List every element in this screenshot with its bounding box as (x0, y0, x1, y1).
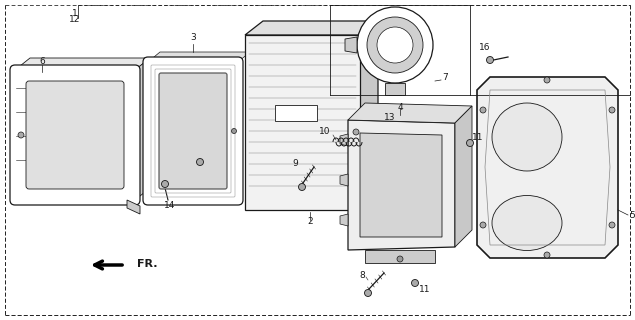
Circle shape (544, 252, 550, 258)
Circle shape (609, 222, 615, 228)
Text: 3: 3 (190, 34, 196, 43)
Polygon shape (245, 35, 360, 210)
Text: 5: 5 (629, 211, 635, 220)
FancyBboxPatch shape (143, 57, 243, 205)
Bar (275, 105, 317, 121)
Circle shape (196, 158, 203, 165)
Circle shape (298, 183, 305, 190)
Polygon shape (340, 174, 348, 186)
Circle shape (161, 180, 168, 188)
Circle shape (353, 129, 359, 135)
Text: 1: 1 (72, 9, 78, 18)
Polygon shape (365, 250, 435, 263)
Circle shape (367, 17, 423, 73)
Circle shape (232, 129, 236, 133)
Text: 6: 6 (39, 58, 45, 67)
Polygon shape (135, 58, 150, 200)
Text: 9: 9 (292, 158, 298, 167)
Text: 4: 4 (397, 102, 403, 111)
Circle shape (411, 279, 418, 286)
Polygon shape (360, 133, 442, 237)
FancyBboxPatch shape (159, 73, 227, 189)
Polygon shape (385, 83, 405, 95)
Circle shape (377, 27, 413, 63)
Text: 8: 8 (359, 270, 365, 279)
Ellipse shape (492, 103, 562, 171)
Text: 11: 11 (472, 132, 484, 141)
Text: 16: 16 (479, 43, 491, 52)
Text: 11: 11 (419, 285, 431, 294)
Text: 7: 7 (442, 74, 448, 83)
Circle shape (486, 57, 493, 63)
FancyBboxPatch shape (26, 81, 124, 189)
Circle shape (357, 7, 433, 83)
Text: 10: 10 (319, 127, 331, 137)
Polygon shape (345, 37, 357, 53)
FancyBboxPatch shape (10, 65, 140, 205)
Circle shape (544, 77, 550, 83)
Circle shape (364, 290, 371, 297)
Polygon shape (15, 58, 150, 70)
Circle shape (467, 140, 474, 147)
Text: 12: 12 (69, 14, 81, 23)
Text: 15: 15 (203, 173, 214, 182)
Polygon shape (455, 106, 472, 247)
Text: 14: 14 (164, 202, 176, 211)
Circle shape (480, 107, 486, 113)
Ellipse shape (492, 196, 562, 251)
Polygon shape (340, 134, 348, 146)
Text: FR.: FR. (137, 259, 157, 269)
Polygon shape (148, 52, 250, 62)
Text: 13: 13 (384, 114, 396, 123)
Circle shape (480, 222, 486, 228)
Polygon shape (340, 214, 348, 226)
Polygon shape (348, 120, 455, 250)
Polygon shape (477, 77, 618, 258)
Circle shape (609, 107, 615, 113)
Polygon shape (348, 103, 472, 123)
Polygon shape (360, 21, 378, 210)
Polygon shape (127, 200, 140, 214)
Circle shape (18, 132, 24, 138)
Circle shape (397, 256, 403, 262)
Text: 2: 2 (307, 218, 313, 227)
Polygon shape (245, 21, 378, 35)
